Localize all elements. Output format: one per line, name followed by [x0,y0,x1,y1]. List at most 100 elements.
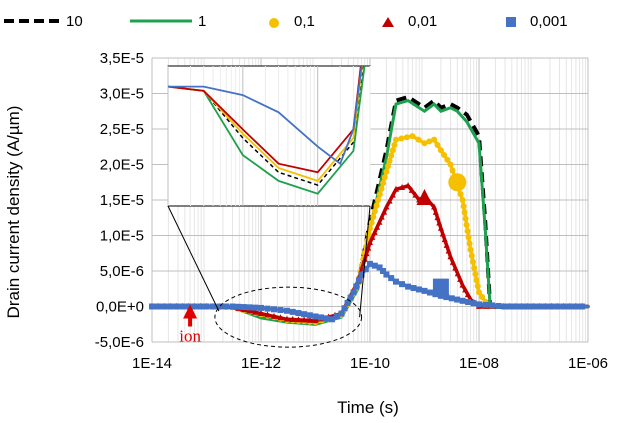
series-point [513,303,520,310]
series-point [459,281,466,288]
y-tick-label: 3,5E-5 [100,50,144,67]
series-point [358,271,365,278]
y-tick-label: -5,0E-6 [95,334,144,351]
series-point [495,302,502,309]
series-point [246,304,253,311]
series-point [519,303,526,310]
series-point [383,271,390,278]
series-0,001 [149,260,590,323]
y-tick-label: 2,0E-5 [100,157,144,174]
series-point [149,303,155,310]
annotations: ion [179,304,201,346]
series-point [381,174,388,181]
series-point [383,168,390,175]
legend: 10 1 0,1 0,01 0,001 [4,13,568,30]
series-point [365,244,372,251]
series-point [380,179,387,186]
inset-series-0,01 [168,66,362,174]
series-point [448,295,455,302]
series-point [393,136,400,143]
series-point [447,161,454,168]
y-tick-label: 1,0E-5 [100,228,144,245]
series-point [393,278,400,285]
series-point [463,221,470,228]
series-point [464,228,471,235]
series-point [306,312,313,319]
series-point [355,277,362,284]
legend-label: 10 [66,13,83,30]
series-point [264,311,271,318]
series-point [410,285,417,292]
inset-series-10 [168,66,364,186]
series-point [289,315,296,322]
inset-connector [167,205,220,312]
legend-entry-0,1: 0,1 [269,13,315,30]
series-point [436,219,443,226]
series-point [376,264,383,271]
series-point [383,203,390,210]
series-point [203,303,210,310]
series-point [353,283,360,290]
series-highlight-marker [448,173,467,192]
x-tick-label: 1E-10 [350,355,390,372]
series-point [399,281,406,288]
y-tick-label: 1,5E-5 [100,192,144,209]
legend-label: 1 [198,13,206,30]
series-point [369,233,376,240]
series-point [476,289,482,296]
series-point [434,141,441,148]
series-point [460,203,467,210]
series-point [179,303,186,310]
series-point [373,202,380,209]
series-point [271,312,278,319]
series-point [347,294,354,301]
series-point [403,134,410,141]
series-point [371,228,378,235]
series-point [445,247,452,254]
annotation-text: ion [179,327,201,346]
legend-entry-0,001: 0,001 [506,13,568,30]
series-point [578,303,585,310]
series-point [388,152,395,159]
series-point [252,304,259,311]
x-axis-label: Time (s) [337,398,399,417]
series-point [216,303,223,310]
series-point [210,303,217,310]
series-point [471,264,478,271]
legend-label: 0,001 [530,13,568,30]
series-point [452,264,459,271]
x-tick-label: 1E-06 [568,355,608,372]
series-point [385,163,392,170]
series-point [524,303,531,310]
series-point [391,141,398,148]
series-point [472,271,479,278]
series-layer [149,94,590,326]
inset-series-line [168,66,363,182]
series-point [277,307,284,314]
series-point [185,303,192,310]
series-point [389,147,396,154]
series-point [378,213,385,220]
series-point [375,197,382,203]
series-point [344,299,351,306]
y-tick-label: 0,0E+0 [96,299,144,316]
series-point [469,258,476,265]
series-point [489,302,496,309]
series-point [258,310,264,316]
series-point [393,185,400,192]
x-tick-label: 1E-08 [459,355,499,372]
series-point [371,262,378,269]
series-point [306,316,313,323]
series-point [426,289,433,296]
series-point [161,303,168,310]
inset-series-1 [168,66,366,195]
series-point [271,306,278,313]
series-point [312,313,319,320]
series-point [155,303,162,310]
y-axis-label: Drain current density (A/µm) [4,106,23,319]
series-point [167,303,174,310]
series-point [459,297,466,304]
series-point [376,218,383,225]
zoom-ellipse [214,286,363,348]
